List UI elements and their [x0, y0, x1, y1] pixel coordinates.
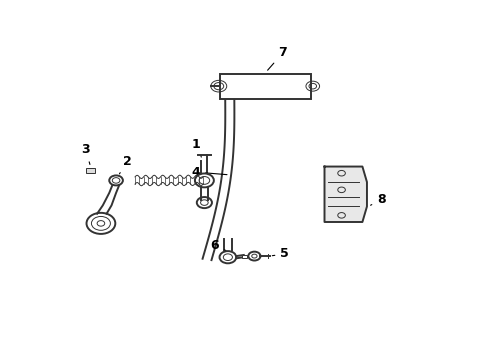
- Text: 5: 5: [272, 247, 288, 260]
- Text: 8: 8: [370, 193, 385, 206]
- Text: 7: 7: [267, 46, 286, 70]
- Bar: [242, 255, 246, 258]
- Text: 2: 2: [119, 154, 132, 174]
- Bar: [86, 168, 95, 174]
- Text: 6: 6: [210, 239, 225, 252]
- Text: 3: 3: [81, 143, 90, 165]
- Bar: [220, 74, 310, 99]
- Polygon shape: [324, 167, 366, 222]
- Text: 1: 1: [191, 138, 201, 157]
- Text: 4: 4: [191, 166, 226, 179]
